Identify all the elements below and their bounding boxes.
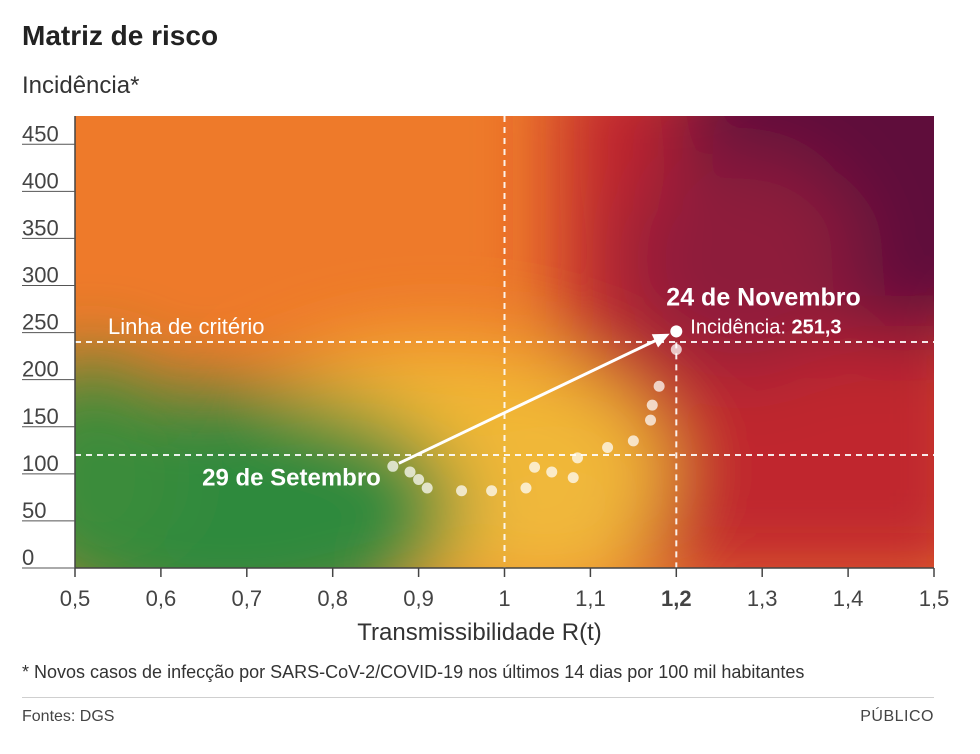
- data-point: [404, 466, 416, 478]
- data-point: [529, 461, 541, 473]
- footnote: * Novos casos de infecção por SARS-CoV-2…: [22, 662, 805, 682]
- data-point: [546, 466, 558, 478]
- trend-arrow: [398, 335, 665, 465]
- data-point: [670, 344, 682, 356]
- y-axis-label: Incidência*: [22, 72, 140, 99]
- start-date-label: 29 de Setembro: [202, 464, 381, 491]
- data-point: [567, 472, 579, 484]
- arrow-head: [651, 333, 670, 348]
- publisher-brand: PÚBLICO: [860, 708, 934, 725]
- y-tick-label: 50: [22, 498, 46, 523]
- x-tick-label: 0,6: [146, 586, 177, 611]
- x-tick-label: 0,8: [317, 586, 348, 611]
- x-tick-label: 1,2: [661, 586, 692, 611]
- data-point: [520, 482, 532, 494]
- x-tick-label: 0,9: [403, 586, 434, 611]
- source-note: Fontes: DGS: [22, 708, 115, 725]
- y-tick-label: 0: [22, 545, 34, 570]
- y-tick-label: 300: [22, 263, 59, 288]
- data-point: [387, 460, 399, 472]
- y-tick-label: 400: [22, 168, 59, 193]
- end-incidence-label: Incidência: 251,3: [690, 316, 841, 338]
- x-tick-label: 1,3: [747, 586, 778, 611]
- x-tick-label: 1: [498, 586, 510, 611]
- y-tick-label: 200: [22, 357, 59, 382]
- x-tick-label: 0,7: [232, 586, 263, 611]
- data-point: [645, 414, 657, 426]
- data-point: [646, 399, 658, 411]
- y-tick-label: 250: [22, 310, 59, 335]
- data-point: [572, 452, 584, 464]
- data-point: [413, 473, 425, 485]
- y-tick-label: 450: [22, 121, 59, 146]
- x-tick-label: 1,4: [833, 586, 864, 611]
- data-point: [486, 485, 498, 497]
- footer-divider: [22, 697, 934, 698]
- x-tick-label: 0,5: [60, 586, 91, 611]
- data-points: [387, 325, 683, 497]
- data-point: [602, 441, 614, 453]
- y-tick-label: 150: [22, 404, 59, 429]
- x-tick-label: 1,1: [575, 586, 606, 611]
- y-tick-label: 100: [22, 451, 59, 476]
- y-tick-label: 350: [22, 215, 59, 240]
- x-tick-label: 1,5: [919, 586, 950, 611]
- chart-title: Matriz de risco: [22, 20, 219, 51]
- criterion-label: Linha de critério: [108, 314, 265, 339]
- annotations: 29 de Setembro 24 de Novembro Incidência: …: [202, 283, 861, 491]
- x-axis-label: Transmissibilidade R(t): [357, 619, 602, 646]
- data-point: [627, 435, 639, 447]
- end-incidence-value: 251,3: [791, 316, 841, 338]
- threshold-lines: Linha de critério: [75, 116, 934, 568]
- data-point: [653, 380, 665, 392]
- data-point: [421, 482, 433, 494]
- axes: 0 50 100 150 200 250 300 350 400 450 0,5 0,6 0,7 0,8 0…: [22, 116, 949, 646]
- end-date-label: 24 de Novembro: [666, 283, 861, 311]
- data-point: [456, 485, 468, 497]
- data-point: [670, 325, 683, 338]
